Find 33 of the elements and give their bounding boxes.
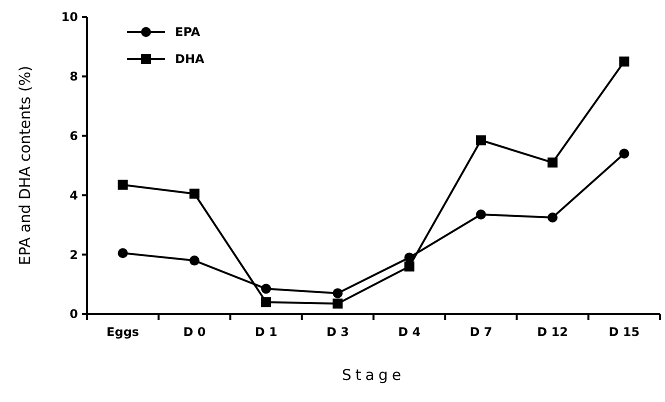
- y-tick-label: 2: [70, 248, 78, 262]
- x-tick-label: D 12: [537, 325, 568, 339]
- point: [548, 212, 558, 222]
- point: [619, 148, 630, 159]
- y-tick-label: 10: [61, 10, 78, 24]
- x-tick-label: D 15: [608, 325, 640, 339]
- y-tick-label: 8: [70, 70, 78, 84]
- point: [118, 180, 128, 190]
- point: [261, 297, 272, 308]
- x-axis-title: Stage: [342, 366, 406, 384]
- point: [261, 284, 272, 294]
- x-tick-label: D 3: [326, 325, 349, 339]
- x-tick-label: Eggs: [106, 325, 140, 339]
- y-axis-title: EPA and DHA contents (%): [16, 66, 34, 266]
- y-tick-label: 0: [70, 307, 78, 322]
- legend-label: DHA: [175, 52, 206, 66]
- y-tick-label: 6: [70, 129, 78, 143]
- legend-label: EPA: [175, 25, 201, 40]
- point: [548, 158, 558, 168]
- x-tick-label: D 0: [183, 325, 206, 339]
- x-tick-label: D 4: [398, 325, 421, 339]
- point: [619, 56, 630, 67]
- point: [476, 210, 486, 220]
- point: [476, 135, 486, 146]
- y-tick-label: 4: [70, 188, 78, 202]
- point: [332, 288, 343, 298]
- point: [189, 188, 200, 199]
- x-tick-label: D 7: [470, 325, 492, 339]
- point: [404, 261, 414, 272]
- point: [332, 298, 343, 309]
- point: [189, 256, 200, 266]
- x-tick-label: D 1: [254, 325, 278, 339]
- point: [118, 248, 128, 258]
